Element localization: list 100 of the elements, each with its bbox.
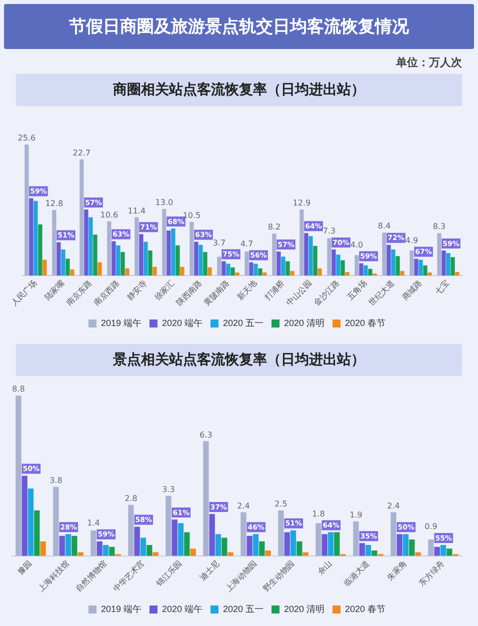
data-label: 2.8 xyxy=(124,494,138,504)
data-label: 8.8 xyxy=(12,384,25,394)
bar xyxy=(359,263,364,276)
bar xyxy=(290,530,296,556)
data-label: 3.8 xyxy=(50,476,62,485)
bar xyxy=(246,536,252,556)
data-label: 6.3 xyxy=(200,430,212,440)
x-tick-label: 新天地 xyxy=(235,278,259,302)
bar xyxy=(139,234,144,276)
bar xyxy=(42,260,47,276)
data-label: 1.9 xyxy=(350,510,362,520)
bar xyxy=(72,536,78,556)
data-label: 2.5 xyxy=(274,499,288,508)
bar xyxy=(409,540,415,556)
bar xyxy=(109,546,115,556)
bar xyxy=(308,236,313,276)
x-tick-label: 上海科技馆 xyxy=(36,558,72,594)
bar xyxy=(254,264,258,276)
bar xyxy=(437,233,442,276)
bar xyxy=(354,255,359,276)
data-label: 12.8 xyxy=(45,199,64,208)
bar xyxy=(116,245,120,276)
bar xyxy=(134,217,139,276)
bar xyxy=(38,224,42,276)
data-label: 2.4 xyxy=(387,501,400,510)
bar xyxy=(80,159,84,276)
bar xyxy=(410,250,414,276)
bar xyxy=(235,272,240,276)
bar xyxy=(440,545,446,556)
bar xyxy=(194,242,198,276)
bar xyxy=(340,260,345,276)
data-label: 2.4 xyxy=(237,501,250,510)
bar xyxy=(120,252,125,276)
legend-label: 2020 五一 xyxy=(222,318,264,328)
bar xyxy=(281,256,286,276)
legend-label: 2020 端午 xyxy=(162,318,202,328)
bar xyxy=(286,261,290,276)
data-label: 22.7 xyxy=(72,148,91,158)
x-tick-label: 中山公园 xyxy=(284,278,314,308)
bar xyxy=(262,272,267,276)
bar xyxy=(70,269,74,276)
x-tick-label: 商城路 xyxy=(400,278,424,302)
data-label: 3.3 xyxy=(162,484,175,494)
data-label: 8.3 xyxy=(432,222,446,232)
bar xyxy=(222,538,228,556)
bar xyxy=(112,241,116,276)
bar xyxy=(296,541,302,556)
bar xyxy=(52,210,56,276)
bar xyxy=(300,210,304,276)
bar xyxy=(125,268,130,276)
bar xyxy=(364,265,368,276)
bar xyxy=(386,244,391,276)
bar xyxy=(396,534,402,556)
bar xyxy=(334,532,340,556)
bar xyxy=(190,222,194,276)
bar xyxy=(304,233,308,276)
x-tick-label: 世纪大道 xyxy=(367,278,396,308)
bar xyxy=(172,520,178,556)
bar xyxy=(418,260,423,276)
data-label: 4.9 xyxy=(405,236,418,245)
data-label: 11.4 xyxy=(128,206,146,216)
bar xyxy=(318,268,322,276)
bar xyxy=(107,221,112,276)
bar xyxy=(316,523,322,556)
bar xyxy=(252,534,259,556)
data-label: 0.9 xyxy=(424,522,438,532)
bar xyxy=(84,210,88,276)
x-tick-label: 打浦桥 xyxy=(262,278,286,303)
chart-title: 节假日商圈及旅游景点轨交日均客流恢复情况 xyxy=(4,4,474,49)
legend-label: 2020 春节 xyxy=(345,318,386,328)
x-tick-label: 七宝 xyxy=(434,278,452,296)
bar xyxy=(259,541,265,556)
legend-label: 2020 五一 xyxy=(222,604,264,614)
bar xyxy=(88,217,93,276)
bar xyxy=(328,532,334,556)
legend-label: 2019 端午 xyxy=(100,318,142,328)
x-tick-label: 静安寺 xyxy=(125,278,149,302)
bar xyxy=(396,256,400,276)
bar xyxy=(327,238,332,276)
bar xyxy=(345,272,350,276)
bar xyxy=(203,441,209,556)
legend-label: 2020 清明 xyxy=(284,318,325,328)
x-tick-label: 上海动物园 xyxy=(224,558,259,594)
bar xyxy=(29,198,34,276)
bar xyxy=(414,258,418,276)
bar xyxy=(322,534,328,556)
x-tick-label: 五角场 xyxy=(345,278,369,302)
data-label: 8.2 xyxy=(268,222,281,232)
bar xyxy=(217,256,222,276)
bar xyxy=(428,540,434,556)
bar xyxy=(166,230,171,276)
bar xyxy=(22,476,28,556)
legend-label: 2019 端午 xyxy=(100,604,142,614)
bar xyxy=(184,532,190,556)
data-label: 3.7 xyxy=(212,238,226,248)
x-tick-label: 野生动物园 xyxy=(262,558,296,594)
bar xyxy=(203,252,208,276)
bar xyxy=(146,545,152,556)
bar xyxy=(152,266,157,276)
bar xyxy=(265,550,271,556)
